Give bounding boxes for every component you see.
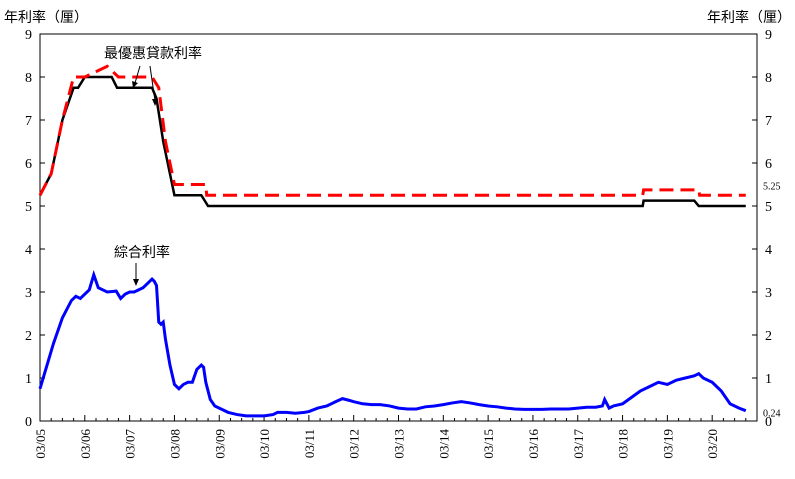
y-tick-label-left: 7	[25, 114, 32, 129]
y-tick-label-right: 9	[765, 28, 772, 43]
x-tick-label: 03/17	[571, 429, 586, 459]
y-tick-label-right: 0	[765, 415, 772, 430]
x-tick-label: 03/07	[123, 429, 138, 459]
y-tick-label-right: 3	[765, 286, 772, 301]
series-line-1	[38, 75, 746, 208]
y-tick-label-right: 1	[765, 372, 772, 387]
y-tick-label-right: 2	[765, 329, 772, 344]
annotation-arrowhead	[132, 81, 138, 88]
chart-series	[38, 64, 747, 418]
annotation-composite-rate: 綜合利率	[114, 244, 170, 261]
x-tick-label: 03/06	[78, 429, 93, 459]
x-tick-label: 03/19	[660, 429, 675, 459]
y-tick-label-left: 4	[25, 243, 32, 258]
y-tick-label-right: 7	[765, 114, 772, 129]
x-tick-label: 03/16	[526, 429, 541, 459]
y-tick-label-right: 5	[765, 200, 772, 215]
series-line-0	[38, 64, 746, 197]
x-tick-label: 03/14	[436, 429, 451, 459]
series-line-2	[38, 269, 747, 418]
y-tick-label-right: 8	[765, 71, 772, 86]
y-tick-label-right: 4	[765, 243, 772, 258]
x-tick-label: 03/13	[392, 429, 407, 459]
annotation-prime-rate: 最優惠貸款利率	[104, 45, 202, 62]
annotation-arrow	[149, 65, 156, 102]
annotation-arrowhead	[152, 99, 158, 106]
y-tick-label-left: 9	[25, 28, 32, 43]
x-tick-label: 03/20	[705, 429, 720, 459]
annotation-arrow	[134, 65, 141, 84]
x-tick-label: 03/10	[257, 429, 272, 459]
y-tick-label-left: 0	[25, 415, 32, 430]
annotation-arrowhead	[133, 279, 139, 286]
x-tick-label: 03/05	[33, 429, 48, 459]
left-axis-unit-label: 年利率（厘）	[4, 11, 88, 26]
y-tick-label-left: 2	[25, 329, 32, 344]
end-value-label: 5.25	[763, 181, 781, 192]
plot-frame	[39, 33, 758, 422]
chart-labels: 0 0 1 1 2 2 3 3 4 4 5 5 6 6 7 7 8 8 9 9 03/05 03/06 03/07 03/08…	[25, 28, 781, 459]
right-axis-unit-label: 年利率（厘）	[707, 11, 791, 26]
y-tick-label-left: 8	[25, 71, 32, 86]
y-tick-label-right: 6	[765, 157, 772, 172]
y-tick-label-left: 1	[25, 372, 32, 387]
x-tick-label: 03/09	[212, 429, 227, 459]
end-value-label: 0.24	[763, 409, 781, 420]
y-tick-label-left: 5	[25, 200, 32, 215]
x-tick-label: 03/18	[616, 429, 631, 459]
x-tick-label: 03/12	[347, 429, 362, 459]
x-tick-label: 03/11	[302, 429, 317, 458]
x-tick-label: 03/15	[481, 429, 496, 459]
y-tick-label-left: 6	[25, 157, 32, 172]
x-tick-label: 03/08	[167, 429, 182, 459]
chart-axes	[39, 33, 758, 422]
y-tick-label-left: 3	[25, 286, 32, 301]
